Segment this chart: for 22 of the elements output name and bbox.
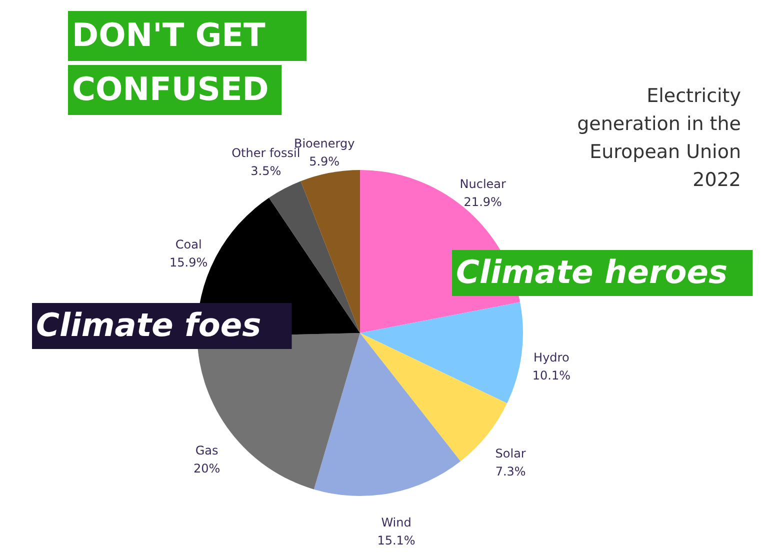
pie-slice bbox=[360, 302, 523, 404]
data-label: 7.3% bbox=[495, 464, 526, 479]
slice-label: Wind bbox=[381, 516, 412, 530]
pie-slice bbox=[314, 333, 461, 496]
chart-title: DON'T GET CONFUSED bbox=[72, 16, 269, 108]
slice-label: Gas bbox=[195, 443, 218, 458]
text: Climate heroes bbox=[456, 253, 728, 291]
data-label: 15.9% bbox=[170, 255, 208, 270]
slice-label: Solar bbox=[495, 446, 526, 461]
slice-label: Nuclear bbox=[460, 177, 506, 192]
data-label: 5.9% bbox=[309, 154, 340, 168]
text: Climate foes bbox=[36, 306, 262, 344]
data-label: 21.9% bbox=[464, 195, 502, 210]
data-label: 10.1% bbox=[532, 368, 570, 383]
text: Electricity generation in the European Union 2022 bbox=[577, 85, 741, 191]
data-label: 15.1% bbox=[377, 534, 416, 548]
slice-label: Hydro bbox=[534, 350, 570, 365]
pie-slice bbox=[300, 170, 360, 333]
data-label: 3.5% bbox=[250, 164, 282, 178]
slice-label: Coal bbox=[175, 237, 202, 252]
data-label: 20% bbox=[193, 461, 220, 476]
pie-slice bbox=[268, 181, 360, 333]
